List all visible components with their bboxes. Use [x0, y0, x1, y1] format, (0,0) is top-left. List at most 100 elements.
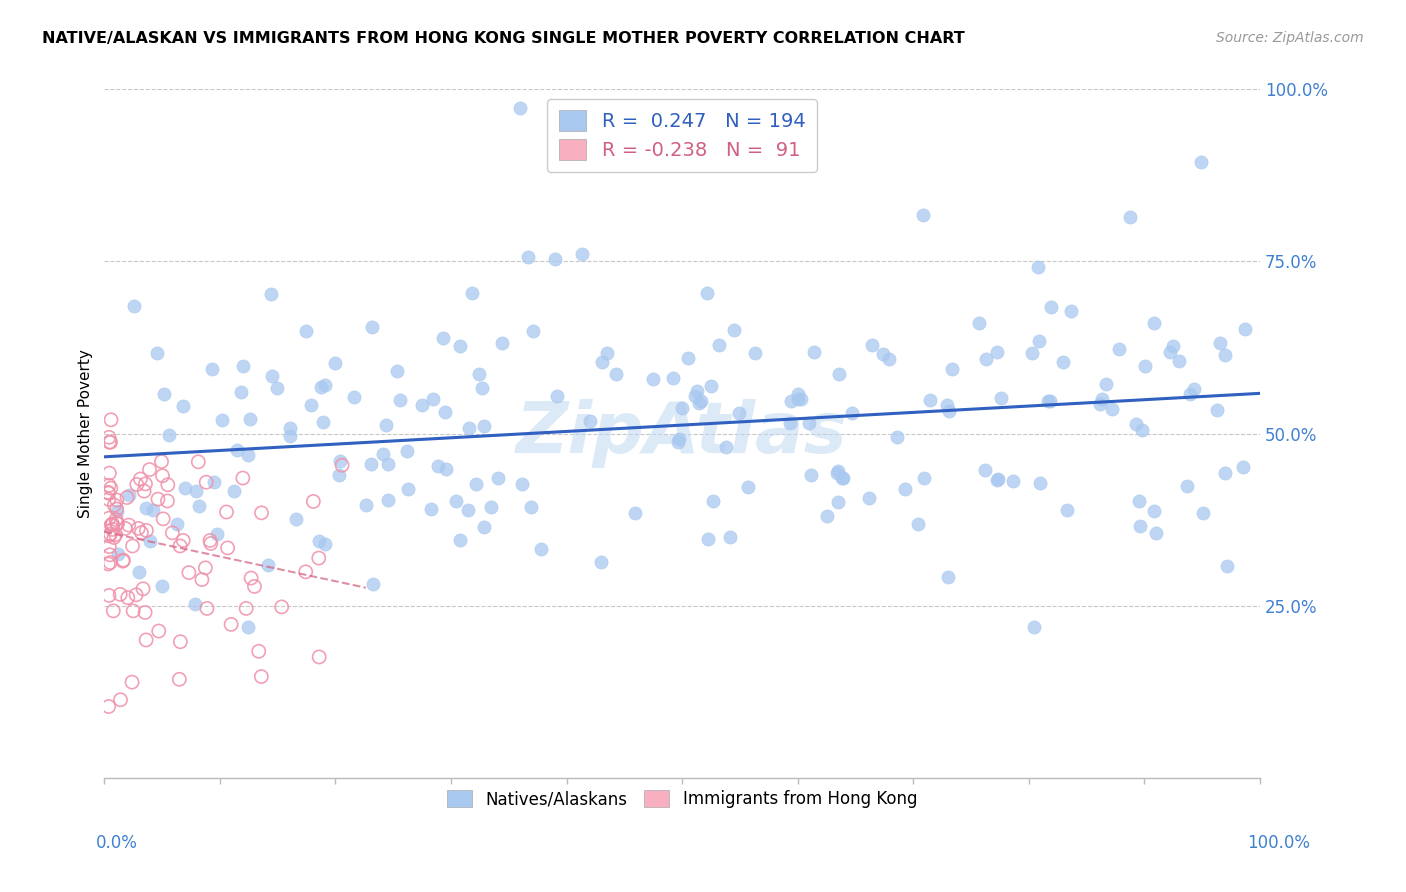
Point — [1028, 476, 1050, 491]
Point — [1024, 619, 1046, 633]
Point — [278, 429, 301, 443]
Point — [841, 406, 863, 420]
Point — [471, 381, 494, 395]
Point — [396, 482, 419, 496]
Point — [803, 345, 825, 359]
Point — [479, 500, 502, 514]
Point — [987, 472, 1010, 486]
Point — [257, 558, 280, 572]
Point — [457, 420, 479, 434]
Point — [129, 472, 152, 486]
Point — [97, 699, 120, 714]
Point — [117, 591, 139, 605]
Point — [239, 412, 262, 426]
Point — [986, 474, 1008, 488]
Point — [1192, 506, 1215, 520]
Point — [184, 484, 207, 499]
Point — [457, 502, 479, 516]
Point — [166, 517, 188, 532]
Point — [98, 466, 121, 480]
Point — [105, 493, 128, 508]
Point — [941, 362, 963, 376]
Point — [827, 495, 849, 509]
Point — [100, 435, 122, 450]
Point — [122, 299, 145, 313]
Point — [449, 533, 471, 547]
Text: 0.0%: 0.0% — [96, 834, 138, 852]
Point — [827, 368, 849, 382]
Point — [314, 537, 336, 551]
Point — [184, 597, 207, 611]
Point — [727, 406, 749, 420]
Point — [509, 101, 531, 115]
Point — [104, 527, 127, 541]
Point — [330, 458, 353, 473]
Point — [697, 532, 720, 546]
Point — [278, 421, 301, 435]
Point — [98, 556, 121, 570]
Point — [98, 589, 121, 603]
Point — [1159, 344, 1181, 359]
Point — [100, 527, 122, 541]
Point — [187, 499, 209, 513]
Point — [1119, 210, 1142, 224]
Point — [1095, 377, 1118, 392]
Point — [1129, 519, 1152, 533]
Point — [169, 539, 191, 553]
Point — [101, 523, 124, 537]
Point — [308, 533, 330, 548]
Point — [138, 533, 160, 548]
Point — [177, 566, 200, 580]
Point — [100, 518, 122, 533]
Point — [990, 391, 1012, 405]
Point — [146, 346, 169, 360]
Point — [132, 582, 155, 596]
Point — [110, 692, 132, 706]
Point — [797, 416, 820, 430]
Point — [128, 565, 150, 579]
Point — [100, 413, 122, 427]
Point — [309, 380, 332, 394]
Point — [491, 336, 513, 351]
Point — [986, 345, 1008, 359]
Point — [893, 482, 915, 496]
Point — [101, 517, 124, 532]
Point — [973, 463, 995, 477]
Point — [121, 539, 143, 553]
Point — [105, 516, 128, 531]
Point — [426, 459, 449, 474]
Point — [314, 378, 336, 392]
Point — [247, 644, 270, 658]
Point — [1135, 359, 1157, 373]
Point — [134, 606, 156, 620]
Point — [97, 492, 120, 507]
Point — [641, 372, 664, 386]
Point — [1028, 334, 1050, 349]
Point — [936, 398, 959, 412]
Point — [202, 475, 225, 489]
Point — [920, 392, 942, 407]
Point — [714, 440, 737, 454]
Point — [1101, 402, 1123, 417]
Point — [579, 414, 602, 428]
Text: NATIVE/ALASKAN VS IMMIGRANTS FROM HONG KONG SINGLE MOTHER POVERTY CORRELATION CH: NATIVE/ALASKAN VS IMMIGRANTS FROM HONG K… — [42, 31, 965, 46]
Point — [1128, 494, 1150, 508]
Point — [105, 504, 128, 518]
Point — [671, 401, 693, 415]
Point — [374, 417, 396, 432]
Point — [411, 398, 433, 412]
Point — [780, 394, 803, 409]
Point — [460, 285, 482, 300]
Point — [250, 669, 273, 683]
Point — [877, 352, 900, 367]
Point — [1056, 503, 1078, 517]
Point — [169, 634, 191, 648]
Point — [98, 435, 121, 450]
Point — [1039, 300, 1062, 314]
Point — [107, 547, 129, 561]
Point — [97, 557, 120, 571]
Point — [217, 541, 239, 555]
Point — [360, 457, 382, 471]
Point — [266, 381, 288, 395]
Point — [98, 478, 121, 492]
